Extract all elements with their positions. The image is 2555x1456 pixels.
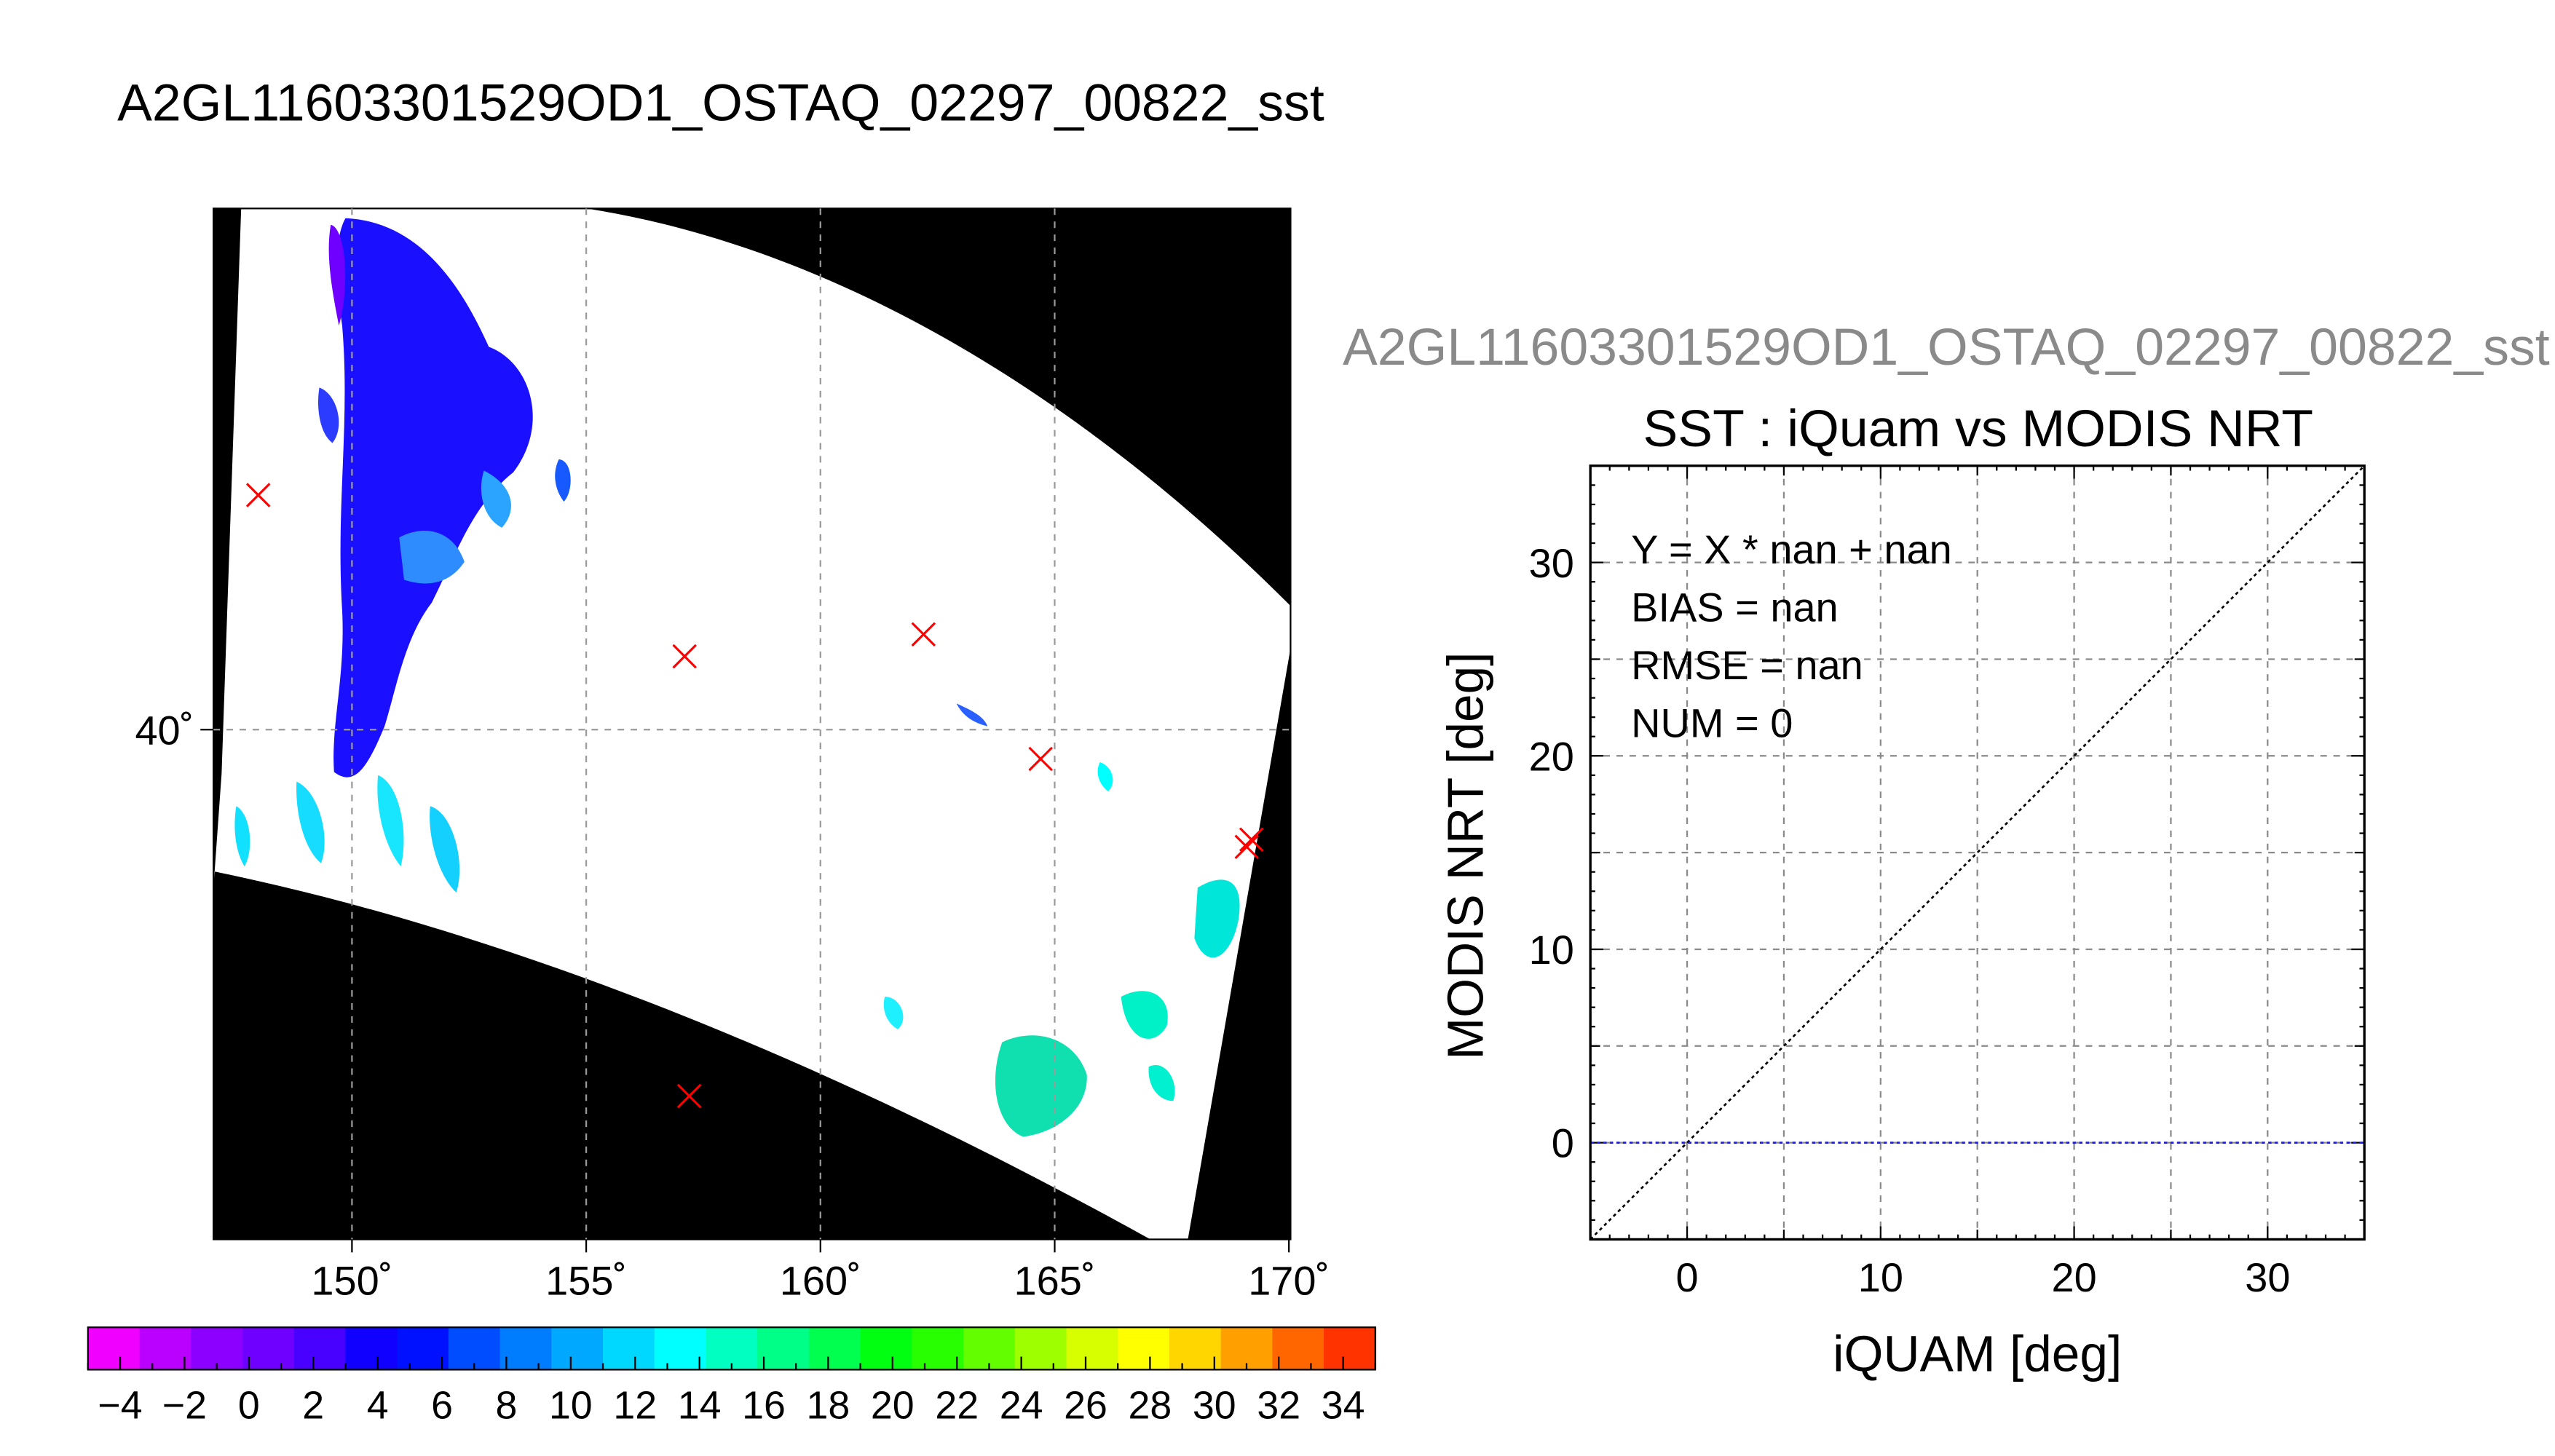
- scatter-tick-label-x: 0: [1676, 1254, 1699, 1300]
- colorbar-segment: [448, 1327, 501, 1370]
- colorbar-segment: [757, 1327, 810, 1370]
- matchup-marker: [911, 622, 936, 647]
- colorbar-segment: [1272, 1327, 1325, 1370]
- scatter-tick-label-y: 10: [1529, 927, 1574, 973]
- colorbar-segment: [808, 1327, 861, 1370]
- colorbar-tick-label: 8: [495, 1384, 517, 1428]
- colorbar-tick-label: 0: [238, 1384, 260, 1428]
- colorbar-segment: [1066, 1327, 1119, 1370]
- colorbar-tick-label: 22: [935, 1384, 979, 1428]
- map-tick-label-lon: 155˚: [545, 1258, 627, 1304]
- sst-patch: [883, 997, 904, 1029]
- colorbar-segment: [499, 1327, 553, 1370]
- scatter-stat-annotation: Y = X * nan + nan: [1631, 526, 1952, 572]
- colorbar-segment: [1014, 1327, 1067, 1370]
- scatter-x-axis-label: iQUAM [deg]: [1833, 1326, 2122, 1382]
- sst-patch: [1121, 991, 1168, 1039]
- colorbar-segment: [1220, 1327, 1273, 1370]
- colorbar-segment: [345, 1327, 398, 1370]
- scatter-stat-annotation: RMSE = nan: [1631, 642, 1863, 688]
- sst-patch: [328, 224, 346, 326]
- matchup-marker: [672, 644, 697, 669]
- matchup-marker: [1234, 834, 1260, 860]
- colorbar-segment: [191, 1327, 244, 1370]
- colorbar-tick-label: 20: [871, 1384, 915, 1428]
- map-tick-label-lon: 150˚: [311, 1258, 392, 1304]
- scatter-tick-label-x: 30: [2245, 1254, 2290, 1300]
- map-title: A2GL11603301529OD1_OSTAQ_02297_00822_sst: [117, 73, 1324, 132]
- sst-patch: [234, 806, 250, 867]
- sst-patch: [995, 1035, 1087, 1137]
- colorbar-tick-label: 12: [613, 1384, 657, 1428]
- matchup-marker: [245, 483, 271, 507]
- colorbar-segment: [242, 1327, 296, 1370]
- sst-patch-cold-core: [333, 218, 533, 778]
- scatter-tick-label-y: 30: [1529, 540, 1574, 586]
- sst-patch: [1148, 1064, 1175, 1101]
- colorbar-tick-label: 14: [678, 1384, 722, 1428]
- colorbar-tick-label: 24: [1000, 1384, 1043, 1428]
- scatter-tick-label-x: 20: [2051, 1254, 2096, 1300]
- scatter-tick-label-y: 20: [1529, 733, 1574, 779]
- sst-patch: [1097, 761, 1113, 792]
- sst-patch: [318, 387, 339, 443]
- colorbar-segment: [87, 1327, 141, 1370]
- scatter-stat-annotation: NUM = 0: [1631, 700, 1793, 745]
- colorbar-tick-label: 2: [302, 1384, 324, 1428]
- colorbar-segment: [551, 1327, 604, 1370]
- sst-map-layer: 150˚ 155˚ 160˚ 165˚ 170˚ 40˚: [135, 207, 1330, 1304]
- scatter-tick-label-y: 0: [1552, 1120, 1574, 1166]
- sst-patch: [481, 470, 511, 528]
- sst-patch: [296, 781, 325, 863]
- map-tick-label-lon: 170˚: [1248, 1258, 1330, 1304]
- matchup-marker: [1028, 746, 1053, 772]
- sst-patch: [430, 806, 460, 893]
- colorbar-tick-label: −2: [162, 1384, 207, 1428]
- colorbar-tick-label: 26: [1064, 1384, 1107, 1428]
- scatter-plot-layer: 0 10 20 30 0 10 20 30 iQUAM [deg] MODIS NRT [deg]…: [1437, 464, 2366, 1382]
- colorbar-segment: [654, 1327, 707, 1370]
- map-tick-label-lon: 165˚: [1014, 1258, 1096, 1304]
- colorbar-tick-label: 4: [367, 1384, 389, 1428]
- colorbar-segment: [912, 1327, 965, 1370]
- colorbar-segment: [963, 1327, 1016, 1370]
- sst-patch: [377, 775, 404, 867]
- colorbar-segment: [293, 1327, 347, 1370]
- colorbar-tick-label: 6: [431, 1384, 453, 1428]
- colorbar-tick-label: 30: [1193, 1384, 1236, 1428]
- scatter-overflow-title: A2GL11603301529OD1_OSTAQ_02297_00822_sst: [1343, 317, 2550, 376]
- colorbar-tick-label: −4: [98, 1384, 142, 1428]
- sst-patch: [956, 703, 988, 727]
- scatter-tick-label-x: 10: [1858, 1254, 1903, 1300]
- colorbar-tick-label: 28: [1129, 1384, 1172, 1428]
- matchup-marker: [1239, 827, 1264, 852]
- scatter-frame: [1589, 464, 2366, 1241]
- colorbar-tick-label: 34: [1322, 1384, 1365, 1428]
- colorbar-tick-label: 10: [549, 1384, 593, 1428]
- colorbar-segment: [706, 1327, 759, 1370]
- colorbar-tick-label: 18: [807, 1384, 850, 1428]
- map-tick-label-lon: 160˚: [780, 1258, 861, 1304]
- colorbar-segment: [139, 1327, 192, 1370]
- colorbar-segment: [603, 1327, 656, 1370]
- map-tick-label-lat: 40˚: [135, 707, 194, 753]
- colorbar-segment: [1169, 1327, 1222, 1370]
- scatter-title: SST : iQuam vs MODIS NRT: [1643, 399, 2314, 458]
- map-frame: [213, 207, 1292, 1241]
- matchup-marker: [676, 1083, 702, 1109]
- colorbar-segment: [1118, 1327, 1171, 1370]
- sst-patch: [399, 531, 465, 584]
- scatter-stat-annotation: BIAS = nan: [1631, 584, 1839, 630]
- colorbar-segment: [397, 1327, 450, 1370]
- sst-colorbar: −4 −2 0 2 4 6 8 10 12 14 16 18 20 22 24 26 28 30 32 34: [87, 1326, 1377, 1428]
- colorbar-segment: [860, 1327, 913, 1370]
- sst-patch: [555, 459, 571, 502]
- scatter-y-axis-label: MODIS NRT [deg]: [1437, 652, 1493, 1060]
- colorbar-tick-label: 32: [1257, 1384, 1300, 1428]
- colorbar-segment: [1324, 1327, 1377, 1370]
- sst-patch: [1194, 879, 1240, 958]
- colorbar-tick-label: 16: [742, 1384, 786, 1428]
